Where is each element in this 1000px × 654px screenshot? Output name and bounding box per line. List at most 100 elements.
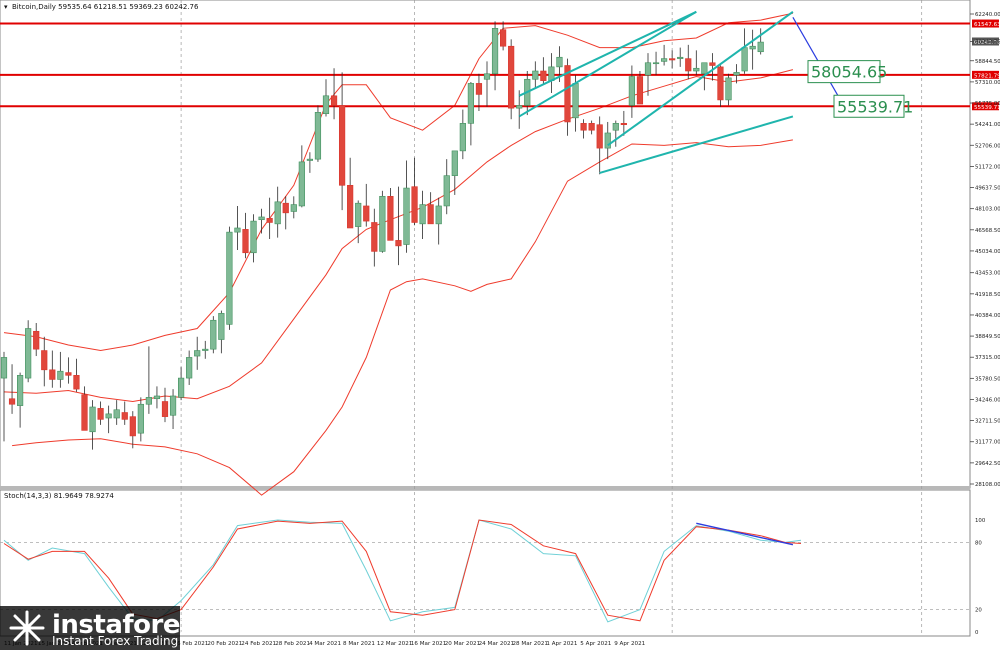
candle-body bbox=[266, 218, 273, 223]
y-tick-label: 60242.76 bbox=[975, 40, 1000, 46]
candle-body bbox=[652, 62, 660, 65]
stoch-tick-label: 80 bbox=[975, 540, 982, 546]
y-tick-label: 35780.50 bbox=[975, 376, 1000, 382]
candle-body bbox=[250, 220, 257, 254]
candle-body bbox=[298, 161, 305, 207]
candle-body bbox=[338, 105, 346, 186]
candle-body bbox=[628, 76, 635, 106]
y-tick-label: 62240.00 bbox=[975, 12, 1000, 18]
candle-body bbox=[709, 62, 716, 66]
bollinger-lower bbox=[12, 139, 793, 496]
channel-line bbox=[599, 115, 794, 174]
y-tick-label: 51172.00 bbox=[975, 164, 1000, 170]
candle-body bbox=[411, 186, 418, 223]
candle-body bbox=[49, 369, 56, 380]
candle-body bbox=[226, 231, 233, 325]
candle-body bbox=[612, 123, 619, 131]
collapse-arrow-icon[interactable]: ▾ bbox=[4, 3, 8, 11]
x-tick-label: 1 Apr 2021 bbox=[546, 641, 577, 647]
price-annotation-box bbox=[833, 94, 905, 118]
candle-body bbox=[33, 330, 40, 350]
level-price-tag bbox=[972, 70, 999, 79]
candle-body bbox=[443, 175, 450, 207]
y-tick-label: 43453.00 bbox=[975, 271, 1000, 277]
candle-body bbox=[620, 123, 627, 126]
candle-body bbox=[371, 222, 378, 252]
x-tick-label: 28 Mar 2021 bbox=[513, 641, 549, 647]
grid-layer bbox=[0, 0, 970, 636]
candle-body bbox=[153, 395, 161, 400]
channel-line bbox=[518, 10, 697, 118]
annotations: 58054.65 55539.71 bbox=[807, 60, 913, 118]
y-tick-label: 41918.50 bbox=[975, 292, 1000, 298]
candle-body bbox=[475, 83, 483, 95]
y-tick-label: 54241.00 bbox=[975, 122, 1000, 128]
candle-body bbox=[491, 28, 499, 75]
candle-body bbox=[137, 403, 144, 434]
level-price-label: 57821.79 bbox=[974, 73, 1000, 79]
candle-body bbox=[459, 123, 466, 152]
channel-line bbox=[607, 10, 794, 147]
candle-body bbox=[556, 56, 563, 68]
candle-body bbox=[258, 216, 265, 221]
candle-body bbox=[363, 205, 370, 222]
candle-body bbox=[355, 202, 362, 227]
watermark-logo: instaforex Instant Forex Trading bbox=[0, 606, 197, 650]
candle-body bbox=[97, 408, 104, 420]
candle-body bbox=[0, 357, 8, 379]
candle-body bbox=[596, 124, 603, 149]
candle-body bbox=[419, 204, 426, 225]
panel-splitter[interactable] bbox=[0, 486, 970, 490]
candle-body bbox=[169, 395, 177, 416]
y-tick-label: 34246.00 bbox=[975, 397, 1000, 403]
candle-body bbox=[733, 72, 740, 76]
candle-body bbox=[483, 73, 491, 80]
candle-body bbox=[314, 112, 322, 160]
y-tick-label: 38849.50 bbox=[975, 334, 1000, 340]
y-tick-label: 57310.00 bbox=[975, 80, 1000, 86]
candle-body bbox=[234, 227, 241, 233]
candle-body bbox=[306, 158, 314, 161]
candle-body bbox=[145, 397, 153, 405]
price-annotation-box bbox=[807, 60, 881, 84]
x-tick-label: 4 Mar 2021 bbox=[309, 641, 341, 647]
candle-body bbox=[741, 47, 748, 72]
level-price-tag bbox=[972, 19, 999, 28]
y-tick-label: 31177.00 bbox=[975, 440, 1000, 446]
y-tick-label: 46568.50 bbox=[975, 228, 1000, 234]
x-tick-label: 24 Feb 2021 bbox=[241, 641, 276, 647]
candle-body bbox=[57, 370, 64, 380]
x-tick-label: 20 Mar 2021 bbox=[445, 641, 481, 647]
candle-body bbox=[282, 202, 289, 214]
candle-body bbox=[757, 41, 764, 53]
candle-body bbox=[178, 377, 185, 398]
level-price-tag bbox=[972, 102, 999, 111]
x-tick-label: 12 Mar 2021 bbox=[377, 641, 413, 647]
candle-body bbox=[73, 375, 80, 390]
current-price-label: 60242.76 bbox=[974, 40, 1000, 46]
x-tick-label: 24 Mar 2021 bbox=[479, 641, 515, 647]
candle-body bbox=[210, 319, 217, 350]
candle-body bbox=[121, 412, 128, 420]
candle-body bbox=[540, 70, 547, 81]
candle-body bbox=[395, 240, 402, 247]
candle-body bbox=[588, 123, 595, 131]
channel-lines bbox=[518, 10, 842, 174]
channel-line bbox=[518, 10, 697, 97]
candle-body bbox=[105, 413, 112, 419]
candle-body bbox=[636, 76, 644, 105]
candle-body bbox=[347, 184, 354, 229]
x-tick-label: 9 Apr 2021 bbox=[614, 641, 645, 647]
candle-body bbox=[25, 328, 32, 379]
candle-body bbox=[532, 70, 539, 80]
candle-body bbox=[669, 58, 676, 61]
candle-body bbox=[660, 58, 668, 62]
y-tick-label: 48103.00 bbox=[975, 207, 1000, 213]
price-axis: 62240.00 60242.76 58844.50 57310.00 55775.00… bbox=[970, 12, 1000, 636]
candle-body bbox=[379, 196, 386, 252]
x-tick-label: 28 Feb 2021 bbox=[275, 641, 310, 647]
x-tick-label: 20 Feb 2021 bbox=[207, 641, 242, 647]
candle-body bbox=[41, 350, 48, 371]
